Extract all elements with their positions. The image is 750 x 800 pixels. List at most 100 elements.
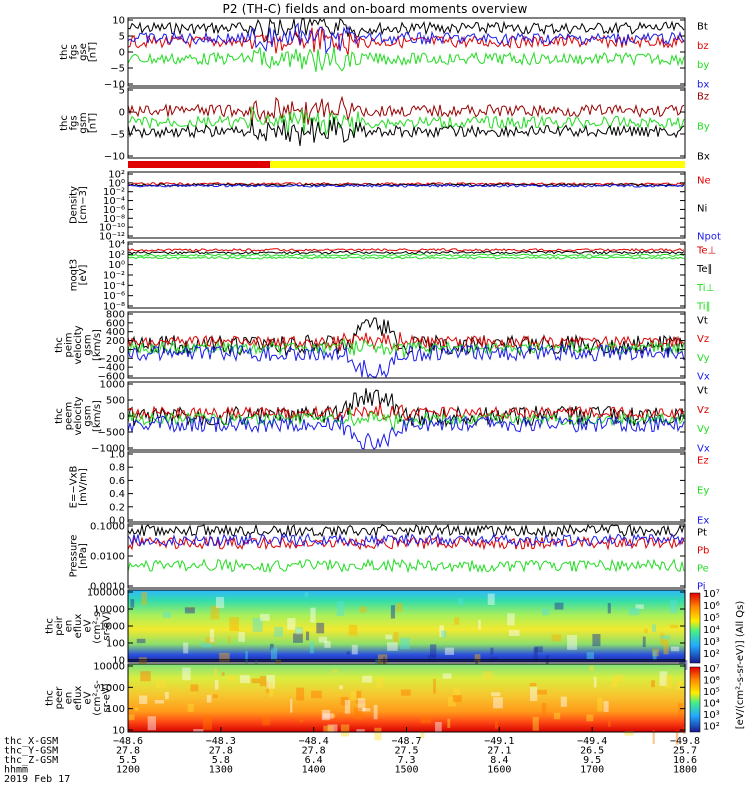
y-tick-label: 0.8 <box>109 463 125 474</box>
series-Pb <box>127 535 685 551</box>
heatmap-cell <box>136 638 146 644</box>
y-axis-label-line: sr-eV) <box>102 683 113 712</box>
y-tick-label: 0 <box>119 345 125 356</box>
y-axis-label-line: [eV] <box>78 265 89 286</box>
y-tick-label: −500 <box>98 428 125 439</box>
heatmap-cell <box>542 608 550 616</box>
y-tick-label: −5 <box>110 64 125 75</box>
heatmap-cell <box>245 651 248 664</box>
heatmap-cell <box>238 632 245 642</box>
x-row-value: −49.8 <box>670 736 700 747</box>
heatmap-cell <box>332 714 336 718</box>
x-row-value: −48.4 <box>299 736 329 747</box>
heatmap-area <box>128 590 685 662</box>
y-axis-label-line: thc <box>59 115 70 131</box>
heatmap-cell <box>309 641 314 654</box>
y-axis-label-line: gsm <box>83 405 94 426</box>
series-bx <box>127 22 685 55</box>
legend-Bz: Bz <box>697 92 709 103</box>
y-axis-label-line: E=−VxB <box>68 466 79 509</box>
y-tick-label: 0.0010 <box>90 582 125 593</box>
panel-peer: 10000 1000 100 10 thcpeerenefluxeV(cm²-s-sr-… <box>45 662 686 745</box>
colorbar-tick: 10⁶ <box>703 601 720 612</box>
heatmap-cell <box>452 695 462 703</box>
y-axis-label-line: gsm <box>78 112 89 133</box>
heatmap-cell <box>678 703 683 717</box>
heatmap-cell <box>214 667 218 679</box>
heatmap-cell <box>529 683 537 687</box>
heatmap-cell <box>226 675 237 682</box>
legend-Ti∥: Ti∥ <box>696 302 711 313</box>
heatmap-cell <box>275 659 281 664</box>
colorbar-label: [eV/(cm²-s-sr-eV)] (All Qs) <box>735 601 746 730</box>
series-Te⊥ <box>127 248 685 252</box>
heatmap-cell <box>493 697 503 709</box>
y-tick-label: −5 <box>110 130 125 141</box>
heatmap-cell <box>130 599 135 608</box>
heatmap-cell <box>299 719 304 723</box>
y-axis-label-line: [cm−3] <box>78 186 89 224</box>
heatmap-cell <box>163 612 172 618</box>
series-By <box>127 105 685 137</box>
legend-Vz: Vz <box>697 334 709 345</box>
heatmap-cell <box>239 675 250 684</box>
heatmap-cell <box>507 613 515 626</box>
heatmap-cell <box>266 674 275 689</box>
legend-Vt: Vt <box>697 316 708 327</box>
colorbar-tick: 10² <box>703 649 720 660</box>
panel-frame <box>127 171 686 239</box>
heatmap-cell <box>296 687 305 701</box>
heatmap-cell <box>651 624 657 632</box>
y-axis-label-line: [nT] <box>87 42 98 62</box>
legend-Vx: Vx <box>697 372 710 383</box>
y-axis-label-line: gse <box>78 43 89 61</box>
y-tick-label: 0.0100 <box>90 552 125 563</box>
heatmap-cell <box>615 674 624 683</box>
y-axis-label-line: velocity <box>73 325 84 364</box>
legend-Bt: Bt <box>697 22 708 33</box>
panel-peir: 100000 10000 1000 100 10 thcpeirenefluxeV(cm²… <box>45 588 688 675</box>
legend-Npot: Npot <box>697 232 721 243</box>
heatmap-cell <box>259 676 267 687</box>
heatmap-cell <box>593 676 597 688</box>
y-axis-label-line: Pressure <box>68 535 79 578</box>
y-axis-label-line: velocity <box>73 396 84 435</box>
heatmap-cell <box>374 727 382 741</box>
y-tick-label: 100000 <box>87 588 125 599</box>
colorbar-tick: 10⁶ <box>703 676 720 687</box>
heatmap-cell <box>589 665 594 672</box>
heatmap-cell <box>147 716 157 731</box>
heatmap-cell <box>444 647 454 655</box>
heatmap-cell <box>346 651 351 655</box>
colorbar-top <box>689 592 701 664</box>
x-row-value: 25.7 <box>673 746 697 757</box>
heatmap-cell <box>182 667 191 681</box>
heatmap-cell <box>541 703 547 718</box>
heatmap-cell <box>318 636 328 643</box>
heatmap-cell <box>652 648 659 657</box>
legend-Te⊥: Te⊥ <box>696 246 716 257</box>
heatmap-cell <box>597 697 603 712</box>
heatmap-cell <box>356 729 365 739</box>
y-tick-label: 0 <box>119 412 125 423</box>
panel-frame <box>127 523 686 589</box>
legend-Vx: Vx <box>697 444 710 455</box>
series-Vz <box>127 332 685 352</box>
y-tick-label: 10² <box>108 170 125 181</box>
y-tick-label: 1000 <box>100 380 125 391</box>
heatmap-cell <box>612 678 617 688</box>
heatmap-cell <box>357 698 366 712</box>
heatmap-cell <box>644 628 648 634</box>
heatmap-cell <box>651 680 655 688</box>
legend-Te∥: Te∥ <box>696 264 713 275</box>
y-tick-label: 0 <box>119 108 125 119</box>
heatmap-cell <box>652 650 657 661</box>
heatmap-cell <box>339 685 343 690</box>
